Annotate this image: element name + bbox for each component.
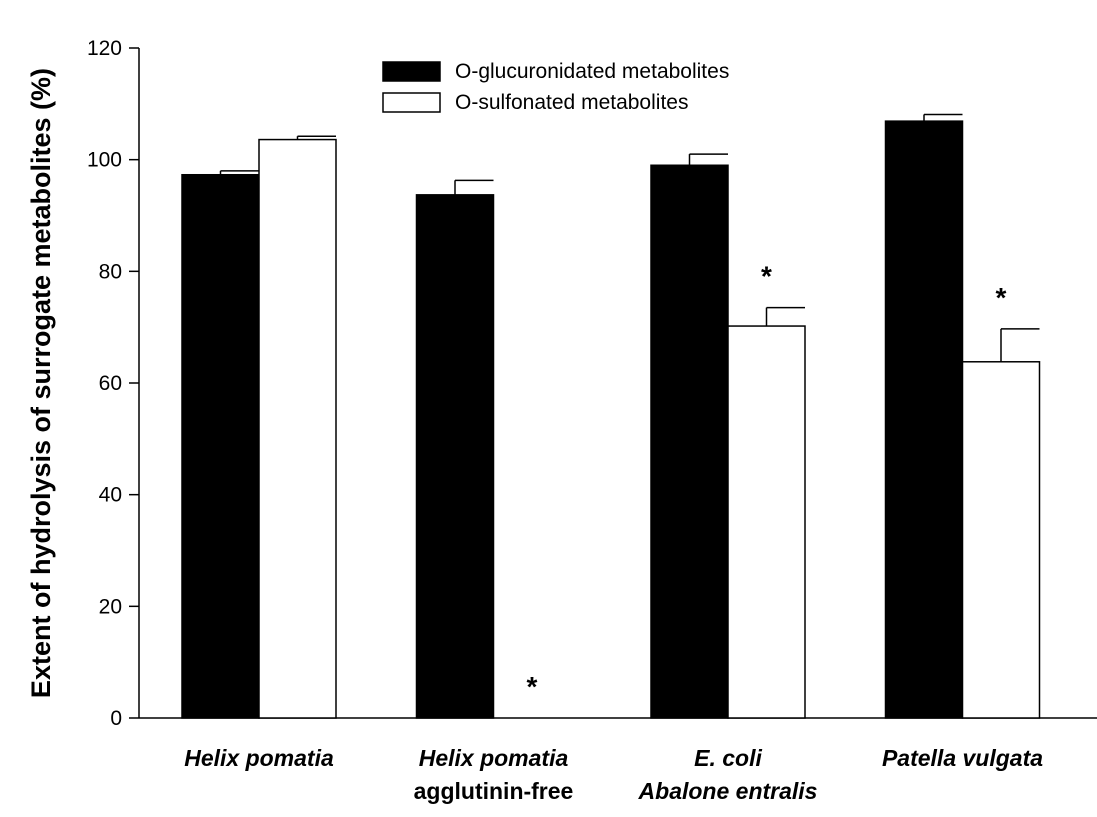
significance-asterisk: *: [761, 261, 772, 292]
legend-swatch-glucuronidated: [382, 61, 441, 82]
category-label-line1: Helix pomatia: [419, 745, 569, 771]
significance-asterisk: *: [996, 282, 1007, 313]
category-label-line2: Abalone entralis: [638, 778, 818, 804]
y-tick-label: 120: [87, 37, 122, 60]
legend-swatch-sulfonated: [382, 92, 441, 113]
legend-label: O-glucuronidated metabolites: [455, 60, 729, 83]
y-tick-label: 80: [99, 260, 122, 283]
significance-marks: * * *: [527, 261, 1007, 702]
y-tick-label: 40: [99, 484, 122, 507]
legend-label: O-sulfonated metabolites: [455, 91, 688, 114]
bar-glucuronidated: [884, 120, 964, 719]
bar-glucuronidated: [415, 194, 495, 719]
bar-sulfonated: [727, 325, 806, 719]
significance-asterisk: *: [527, 671, 538, 702]
y-tick-label: 20: [99, 595, 122, 618]
category-labels: Helix pomatia Helix pomatia agglutinin-fre…: [184, 745, 1043, 804]
legend: O-glucuronidated metabolites O-sulfonated…: [382, 60, 729, 114]
category-label-line1: E. coli: [694, 745, 762, 771]
y-axis-label: Extent of hydrolysis of surrogate metabo…: [26, 68, 56, 698]
y-tick-label: 100: [87, 149, 122, 172]
y-tick-label: 60: [99, 372, 122, 395]
error-bars: [219, 113, 1040, 362]
category-label-line1: Patella vulgata: [882, 745, 1043, 771]
bars: [181, 120, 1041, 719]
bar-sulfonated: [258, 138, 337, 719]
y-tick-label: 0: [110, 707, 122, 730]
bar-sulfonated: [961, 361, 1041, 719]
category-label-line1: Helix pomatia: [184, 745, 334, 771]
category-label-line2: agglutinin-free: [414, 778, 574, 804]
bar-glucuronidated: [181, 173, 260, 719]
bar-glucuronidated: [650, 164, 729, 719]
